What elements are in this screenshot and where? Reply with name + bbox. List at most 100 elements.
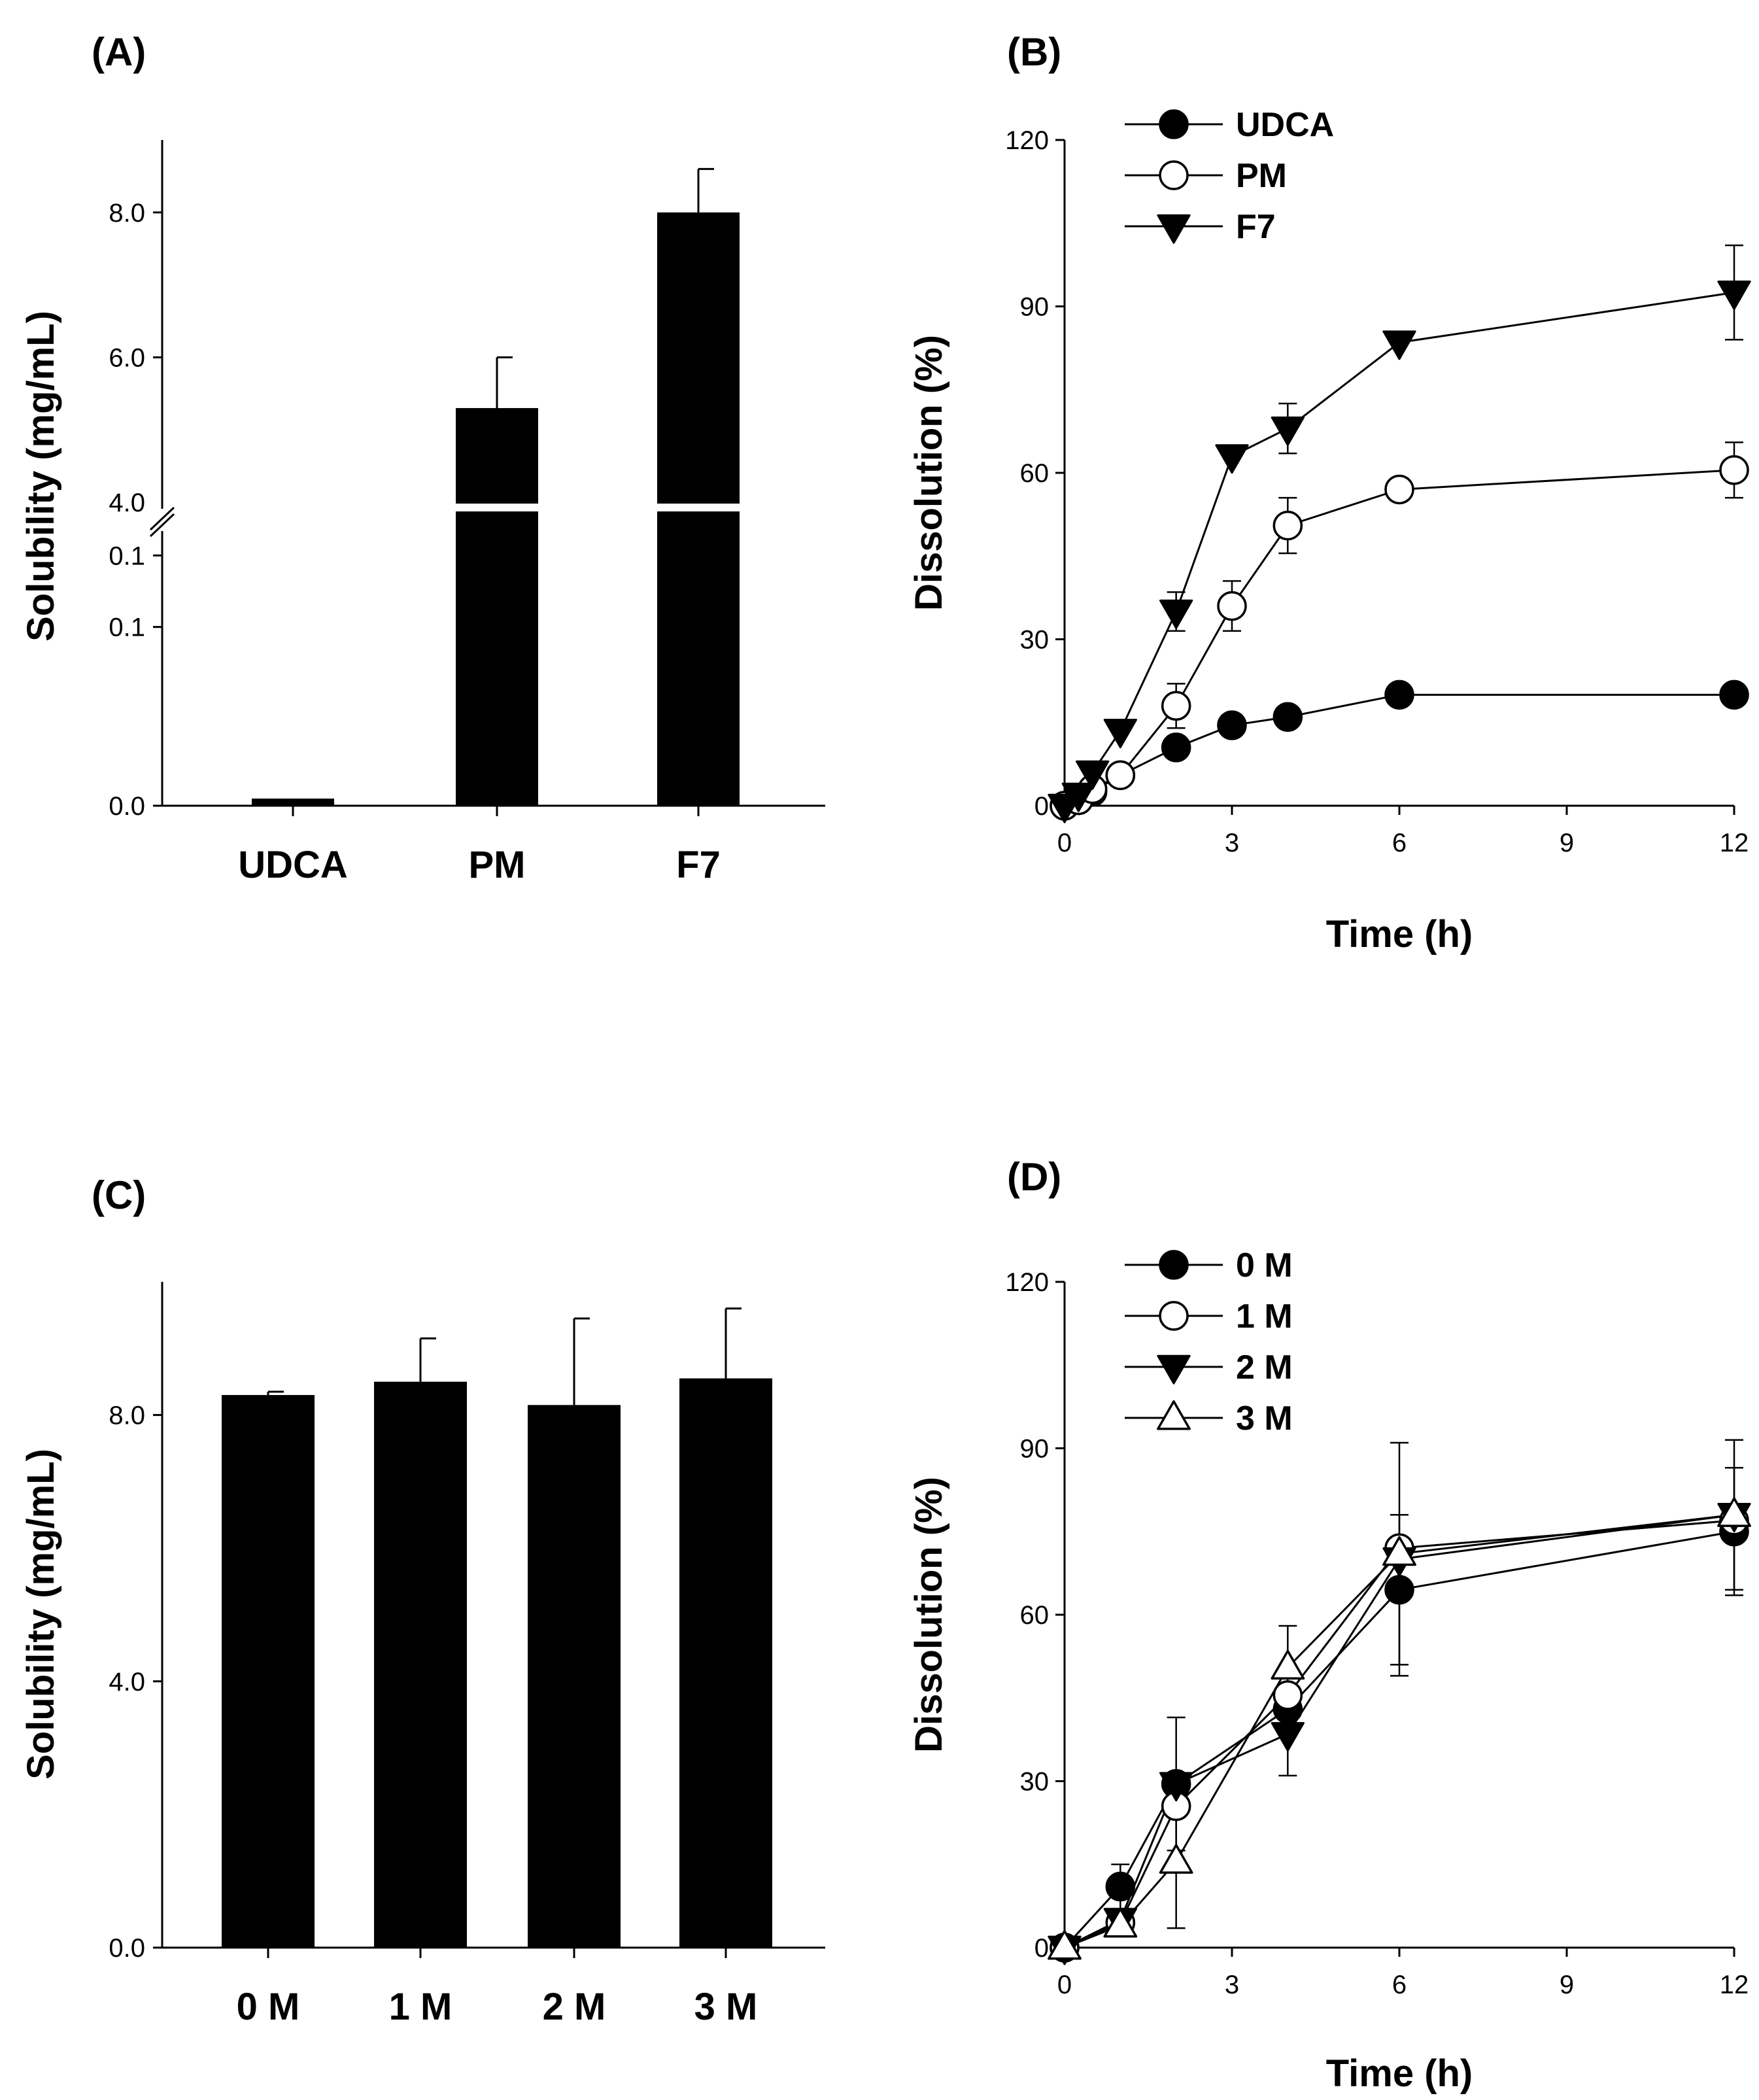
panel-c-category-label: 2 M: [543, 1986, 606, 2028]
panel-d-x-tick-label: 12: [1720, 1971, 1749, 1999]
panel-d-data-point: [1048, 1930, 1082, 1960]
panel-d-data-point: [1272, 1680, 1303, 1710]
panel-b-legend-marker: [1157, 214, 1191, 244]
panel-b-data-point: [1719, 455, 1749, 485]
panel-b-y-tick-label: 30: [1020, 626, 1050, 655]
panel-d-y-tick-label: 90: [1020, 1435, 1050, 1464]
panel-d-x-tick-label: 6: [1392, 1971, 1407, 1999]
panel-b-data-point: [1717, 280, 1751, 310]
panel-b-data-point: [1272, 510, 1303, 541]
panel-c-y-tick-label: 0.0: [109, 1934, 145, 1963]
panel-d-legend-label: 0 M: [1236, 1247, 1293, 1284]
panel-d-legend-label: 1 M: [1236, 1298, 1293, 1335]
panel-b-x-tick-label: 6: [1392, 829, 1407, 857]
panel-a-category-label: PM: [469, 844, 526, 886]
panel-b-data-point: [1384, 474, 1414, 505]
panel-b-legend-marker: [1159, 109, 1189, 139]
panel-c-y-tick-label: 4.0: [109, 1668, 145, 1696]
panel-d-data-point: [1271, 1722, 1305, 1752]
panel-c-bar: [679, 1378, 772, 1948]
panel-a-bar: [456, 407, 538, 806]
panel-a-axis-break-mark: [149, 506, 175, 531]
panel-a-axis-break-mark: [149, 513, 175, 538]
panel-d-y-tick-label: 120: [1005, 1268, 1049, 1297]
panel-b-x-tick-label: 12: [1720, 829, 1749, 857]
panel-a-bar-break-gap: [454, 504, 539, 511]
panel-d: (D) Dissolution (%) Time (h) 0 30 60 90 120 0 3 6 9…: [908, 1155, 1751, 2095]
panel-d-data-point: [1271, 1649, 1305, 1680]
panel-d-data-point: [1105, 1871, 1136, 1902]
panel-b-x-tick-label: 3: [1225, 829, 1239, 857]
panel-c-bar: [374, 1381, 467, 1948]
panel-c-bar: [528, 1405, 621, 1948]
panel-b-x-tick-label: 0: [1057, 829, 1072, 857]
panel-b-legend-label: PM: [1236, 157, 1287, 195]
panel-d-legend-label: 3 M: [1236, 1400, 1293, 1437]
panel-d-x-tick-label: 9: [1560, 1971, 1574, 1999]
panel-b-data-point: [1217, 591, 1247, 621]
panel-b-data-point: [1103, 719, 1137, 749]
panel-b-data-point: [1382, 330, 1416, 360]
panel-d-legend-marker: [1159, 1250, 1189, 1280]
panel-d-data-point: [1717, 1497, 1751, 1527]
panel-b-data-point: [1161, 691, 1191, 721]
panel-b-data-point: [1272, 702, 1303, 732]
panel-b-legend-marker: [1159, 160, 1189, 190]
panel-c-category-label: 1 M: [389, 1986, 453, 2028]
panel-b-y-tick-label: 60: [1020, 459, 1050, 488]
panel-b-y-axis-title: Dissolution (%): [908, 335, 950, 611]
panel-d-label: (D): [1007, 1155, 1061, 1199]
panel-b-y-tick-label: 0: [1034, 792, 1049, 821]
panel-a: (A) Solubility (mg/mL) 0.0 0.1 0.1 4.0 6.0 8.0 U…: [20, 30, 825, 886]
panel-c-category-label: 0 M: [237, 1986, 300, 2028]
panel-d-data-point: [1384, 1575, 1414, 1605]
panel-a-y-tick-label: 8.0: [109, 199, 145, 228]
panel-d-y-tick-label: 60: [1020, 1601, 1050, 1630]
panel-b-data-point: [1384, 680, 1414, 710]
panel-d-y-tick-label: 0: [1034, 1934, 1049, 1963]
panel-d-x-axis-title: Time (h): [1326, 2052, 1473, 2095]
panel-b-data-point: [1215, 444, 1249, 474]
panel-b-data-point: [1159, 599, 1193, 629]
panel-d-data-point: [1159, 1772, 1193, 1802]
panel-b-legend-label: UDCA: [1236, 106, 1334, 144]
panel-b-data-point: [1076, 760, 1110, 790]
panel-d-legend-marker: [1159, 1301, 1189, 1331]
panel-a-label: (A): [92, 30, 146, 74]
panel-b-x-axis-title: Time (h): [1326, 913, 1473, 955]
panel-c-bar: [222, 1395, 315, 1948]
panel-a-bar: [252, 799, 334, 806]
panel-a-category-label: F7: [676, 844, 721, 886]
panel-a-bar-break-gap: [656, 504, 741, 511]
panel-d-data-point: [1159, 1844, 1193, 1874]
panel-c-y-tick-label: 8.0: [109, 1402, 145, 1430]
panel-b-data-point: [1271, 416, 1305, 446]
panel-b-data-point: [1161, 732, 1191, 763]
panel-b-legend-label: F7: [1236, 208, 1276, 246]
panel-b-y-tick-label: 90: [1020, 293, 1050, 322]
panel-b-label: (B): [1007, 30, 1061, 74]
panel-a-y-axis-title: Solubility (mg/mL): [20, 311, 62, 642]
panel-a-y-tick-label: 0.1: [109, 613, 145, 642]
panel-b-data-point: [1105, 760, 1136, 791]
panel-b-data-point: [1217, 710, 1247, 740]
panel-d-x-tick-label: 3: [1225, 1971, 1239, 1999]
panel-c-label: (C): [92, 1173, 146, 1217]
panel-c-category-label: 3 M: [694, 1986, 758, 2028]
panel-b-data-point: [1061, 782, 1095, 812]
panel-a-y-tick-label: 6.0: [109, 343, 145, 372]
panel-c-y-axis-title: Solubility (mg/mL): [20, 1449, 62, 1780]
panel-c: (C) Solubility (mg/mL) 0.0 4.0 8.0 0 M 1 M 2 M 3…: [20, 1173, 825, 2028]
panel-d-x-tick-label: 0: [1057, 1971, 1072, 1999]
panel-d-legend-marker: [1157, 1354, 1191, 1385]
panel-b-y-tick-label: 120: [1005, 126, 1049, 155]
panel-a-y-tick-label: 0.1: [109, 542, 145, 570]
panel-a-category-label: UDCA: [238, 844, 348, 886]
panel-d-legend-label: 2 M: [1236, 1349, 1293, 1386]
panel-a-y-tick-label: 4.0: [109, 489, 145, 517]
panel-d-y-axis-title: Dissolution (%): [908, 1477, 950, 1753]
panel-d-y-tick-label: 30: [1020, 1768, 1050, 1797]
panel-a-y-tick-label: 0.0: [109, 792, 145, 821]
panel-b-x-tick-label: 9: [1560, 829, 1574, 857]
